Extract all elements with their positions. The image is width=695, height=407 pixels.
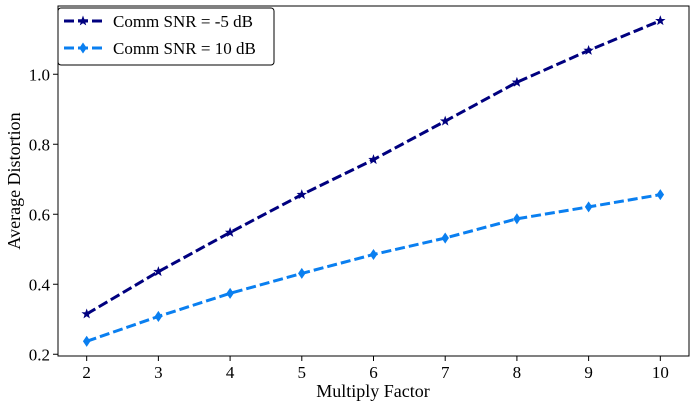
legend-marker [79,42,87,54]
x-tick-label: 3 [154,363,163,382]
x-tick-label: 8 [513,363,522,382]
data-point [296,189,308,200]
y-axis-label: Average Distortion [4,112,24,249]
legend-label: Comm SNR = -5 dB [113,12,253,31]
x-axis-label: Multiply Factor [316,381,430,401]
x-tick-label: 4 [226,363,235,382]
data-point [226,287,234,299]
series-2 [82,189,665,347]
y-tick-label: 1.0 [29,65,50,84]
data-point [298,267,306,279]
data-point [441,232,449,244]
data-point [439,115,451,126]
y-tick-label: 0.2 [29,345,50,364]
legend-label: Comm SNR = 10 dB [113,39,256,58]
x-tick-label: 5 [298,363,307,382]
legend: Comm SNR = -5 dB Comm SNR = 10 dB [57,7,275,66]
series-1 [81,15,666,319]
x-tick-label: 10 [652,363,669,382]
legend-entry: Comm SNR = 10 dB [64,39,256,58]
x-tick-label: 7 [441,363,450,382]
data-point [583,44,594,55]
data-point [584,201,593,213]
data-point [153,266,164,277]
data-point [154,310,163,322]
data-point [656,189,665,201]
data-point [82,335,91,347]
x-tick-label: 9 [584,363,593,382]
y-tick-label: 0.8 [29,135,50,154]
y-tick-label: 0.6 [29,205,50,224]
data-point [511,76,523,87]
data-point [369,248,378,261]
data-point [655,15,666,26]
data-point [224,226,236,237]
y-tick-label: 0.4 [29,275,51,294]
data-point [513,213,521,225]
legend-entry: Comm SNR = -5 dB [64,12,253,31]
legend-marker [77,15,89,26]
data-series [81,15,666,347]
axis-ticks: 2 3 4 5 6 7 8 9 10 0.2 0.4 0.6 0.8 1.0 [29,65,669,382]
data-point [368,154,379,165]
data-point [81,308,92,319]
legend-box [57,7,275,66]
x-tick-label: 6 [369,363,378,382]
x-tick-label: 2 [82,363,91,382]
